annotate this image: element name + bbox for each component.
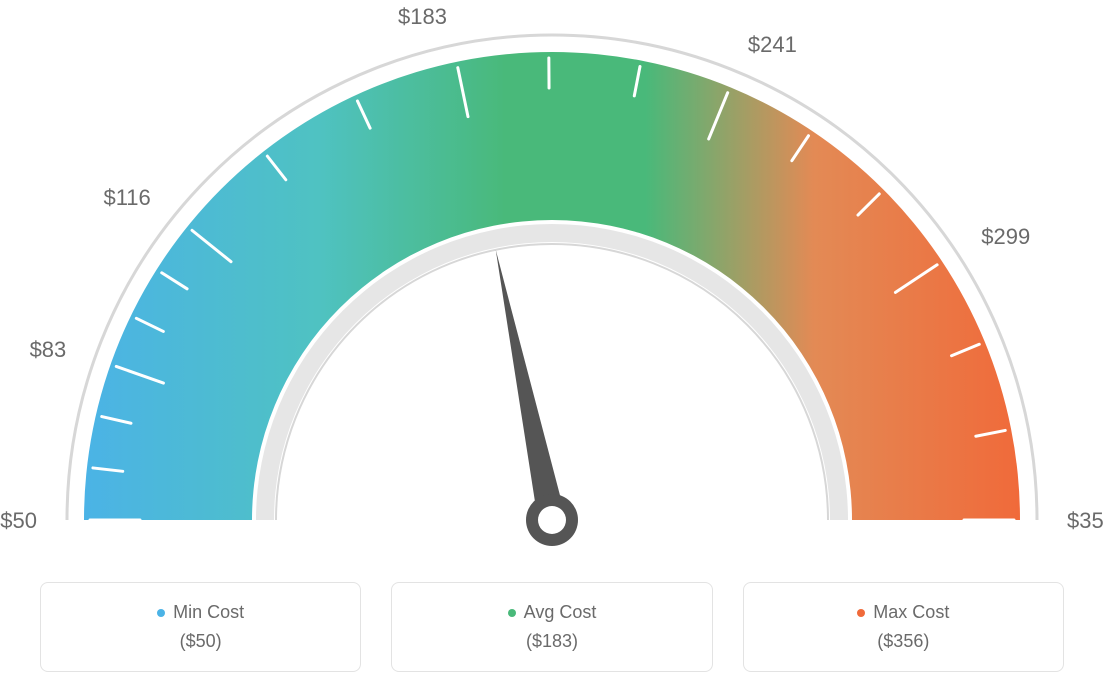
legend-card-avg: Avg Cost ($183): [391, 582, 712, 672]
legend-dot-max: [857, 609, 865, 617]
legend-label-avg: Avg Cost: [524, 602, 597, 623]
legend-value-max: ($356): [877, 631, 929, 652]
legend-value-avg: ($183): [526, 631, 578, 652]
legend-dot-min: [157, 609, 165, 617]
legend-title-max: Max Cost: [857, 602, 949, 623]
legend-label-min: Min Cost: [173, 602, 244, 623]
legend-dot-avg: [508, 609, 516, 617]
cost-gauge-chart: $50 $83 $116 $183 $241 $299 $356 Min Cost ($50…: [0, 0, 1104, 690]
gauge-tick-label: $183: [398, 4, 447, 30]
legend-card-min: Min Cost ($50): [40, 582, 361, 672]
gauge-tick-label: $241: [748, 32, 797, 58]
gauge-svg: [0, 0, 1104, 560]
legend-label-max: Max Cost: [873, 602, 949, 623]
gauge-area: $50 $83 $116 $183 $241 $299 $356: [0, 0, 1104, 560]
gauge-tick-label: $356: [1067, 508, 1104, 534]
gauge-tick-label: $50: [0, 508, 37, 534]
legend-title-min: Min Cost: [157, 602, 244, 623]
legend-card-max: Max Cost ($356): [743, 582, 1064, 672]
gauge-tick-label: $299: [981, 224, 1030, 250]
legend-row: Min Cost ($50) Avg Cost ($183) Max Cost …: [40, 582, 1064, 672]
gauge-tick-label: $116: [103, 185, 150, 211]
gauge-tick-label: $83: [30, 337, 67, 363]
legend-value-min: ($50): [180, 631, 222, 652]
legend-title-avg: Avg Cost: [508, 602, 597, 623]
